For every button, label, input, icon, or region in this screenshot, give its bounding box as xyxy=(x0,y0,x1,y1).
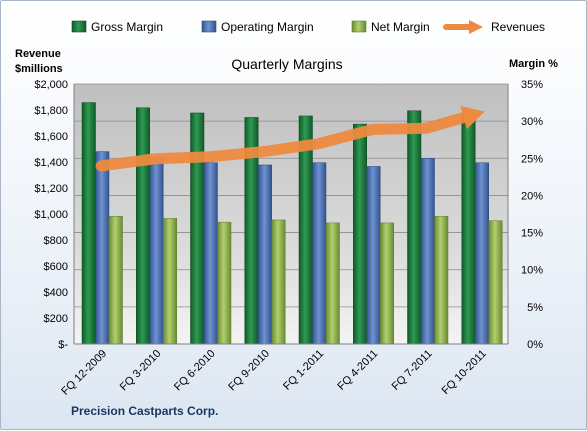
revenues-arrowhead xyxy=(460,106,485,130)
operating-margin-bar xyxy=(366,166,381,345)
gross-margin-bar xyxy=(353,123,367,345)
operating-margin-bar xyxy=(149,157,164,345)
net-margin-bar xyxy=(434,215,449,345)
left-axis-title-line1: Revenue xyxy=(15,48,61,60)
revenue-line xyxy=(95,106,485,172)
chart-title: Quarterly Margins xyxy=(231,56,342,72)
x-tick-label: FQ 3-2010 xyxy=(118,348,164,394)
x-axis-ticks: FQ 12-2009 FQ 3-2010 FQ 6-2010 FQ 9-2010 FQ … xyxy=(59,348,489,398)
left-tick-label: $1,600 xyxy=(34,131,68,143)
x-tick-label: FQ 10-2011 xyxy=(440,348,489,397)
right-tick-label: 25% xyxy=(521,153,543,165)
revenues-line xyxy=(95,112,470,172)
right-tick-label: 0% xyxy=(527,339,543,351)
right-tick-label: 35% xyxy=(521,79,543,91)
operating-margin-bar xyxy=(203,162,218,345)
left-tick-label: $800 xyxy=(44,235,68,247)
right-tick-label: 30% xyxy=(521,116,543,128)
left-tick-label: $400 xyxy=(44,287,68,299)
x-tick-label: FQ 6-2010 xyxy=(172,348,218,394)
gross-margin-bar xyxy=(461,114,476,345)
gross-margin-bar xyxy=(407,110,422,345)
right-axis-ticks: 0% 5% 10% 15% 20% 25% 30% 35% xyxy=(521,79,543,351)
legend-swatch-revenues xyxy=(443,20,483,34)
operating-margin-bar xyxy=(312,162,327,345)
net-margin-bar xyxy=(108,215,123,345)
legend-label-revenues: Revenues xyxy=(491,20,545,34)
x-tick-label: FQ 4-2011 xyxy=(335,348,380,393)
net-margin-bar xyxy=(325,222,340,345)
company-name: Precision Castparts Corp. xyxy=(71,404,218,418)
left-tick-label: $200 xyxy=(44,313,68,325)
net-margin-bar xyxy=(380,222,394,345)
legend-swatch-operating-margin xyxy=(201,20,217,33)
left-tick-label: $600 xyxy=(44,261,68,273)
x-tick-label: FQ 12-2009 xyxy=(59,348,109,398)
operating-margin-bar xyxy=(475,162,489,345)
right-axis-title: Margin % xyxy=(509,58,558,70)
net-margin-bar xyxy=(271,219,286,345)
net-margin-bar xyxy=(163,218,177,345)
right-tick-label: 5% xyxy=(527,302,543,314)
gross-margin-bar xyxy=(190,112,205,345)
left-axis-title-line2: $millions xyxy=(15,63,63,75)
left-tick-label: $1,200 xyxy=(34,183,68,195)
gross-margin-bar xyxy=(81,102,96,345)
legend-swatch-net-margin xyxy=(351,20,367,33)
legend-swatch-gross-margin xyxy=(71,20,87,33)
left-tick-label: $1,400 xyxy=(34,157,68,169)
right-tick-label: 10% xyxy=(521,265,543,277)
right-tick-label: 20% xyxy=(521,190,543,202)
net-margin-bar xyxy=(488,220,503,345)
x-tick-label: FQ 7-2011 xyxy=(390,348,435,393)
left-tick-label: $- xyxy=(58,339,68,351)
left-tick-label: $1,000 xyxy=(34,209,68,221)
operating-margin-bar xyxy=(258,164,272,345)
legend-label-operating-margin: Operating Margin xyxy=(221,20,314,34)
legend: Gross Margin Operating Margin Net Margin… xyxy=(71,20,545,34)
legend-label-net-margin: Net Margin xyxy=(371,20,430,34)
x-tick-label: FQ 1-2011 xyxy=(281,348,326,393)
left-tick-label: $1,800 xyxy=(34,105,68,117)
left-tick-label: $2,000 xyxy=(34,79,68,91)
x-tick-label: FQ 9-2010 xyxy=(226,348,272,394)
gross-margin-bar xyxy=(136,107,150,345)
right-tick-label: 15% xyxy=(521,228,543,240)
operating-margin-bar xyxy=(95,151,110,345)
legend-label-gross-margin: Gross Margin xyxy=(91,20,163,34)
operating-margin-bar xyxy=(420,158,435,345)
net-margin-bar xyxy=(217,221,232,345)
left-axis-ticks: $- $200 $400 $600 $800 $1,000 $1,200 $1,400 $1,6… xyxy=(34,79,68,351)
